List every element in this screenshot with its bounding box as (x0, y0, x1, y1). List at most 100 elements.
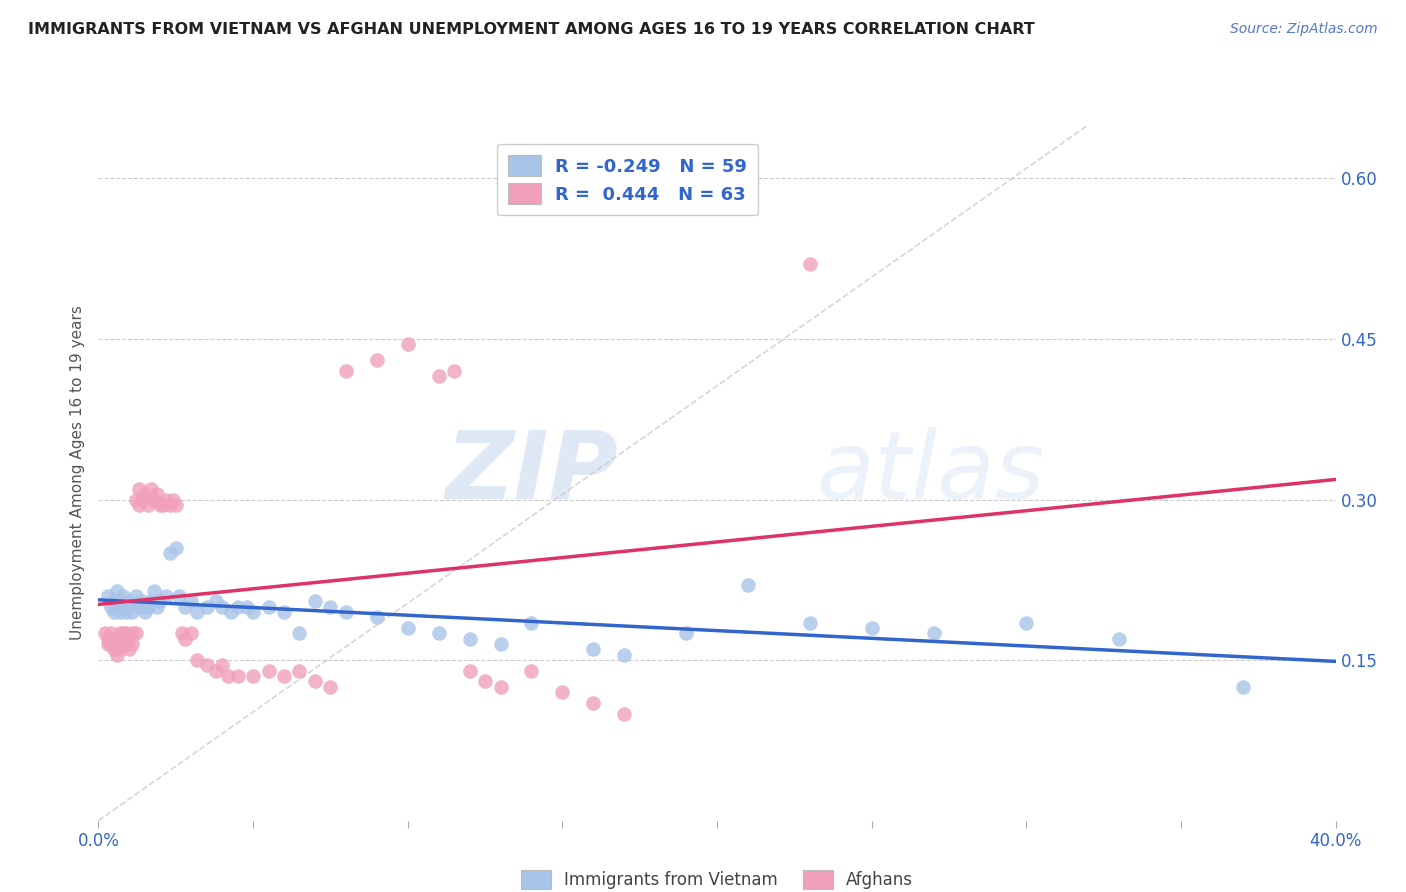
Point (146, 599, 169, 614)
Point (211, 658, 233, 673)
Point (288, 626, 311, 640)
Point (136, 599, 159, 614)
Point (112, 626, 135, 640)
Point (118, 599, 141, 614)
Point (489, 680, 512, 694)
Point (128, 599, 150, 614)
Point (319, 680, 342, 694)
Point (257, 664, 280, 678)
Point (217, 669, 239, 683)
Point (582, 696, 605, 710)
Point (115, 637, 138, 651)
Point (152, 498, 174, 512)
Point (226, 599, 249, 614)
Point (335, 364, 357, 378)
Point (97, 632, 120, 646)
Point (205, 664, 228, 678)
Point (236, 599, 259, 614)
Point (366, 353, 388, 368)
Point (366, 610, 388, 624)
Point (162, 492, 184, 507)
Point (186, 653, 208, 667)
Point (304, 594, 326, 608)
Point (195, 658, 218, 673)
Point (174, 632, 197, 646)
Point (582, 642, 605, 657)
Point (613, 648, 636, 662)
Point (112, 637, 135, 651)
Point (226, 669, 249, 683)
Point (799, 615, 821, 630)
Point (427, 626, 450, 640)
Point (174, 599, 197, 614)
Point (159, 498, 181, 512)
Point (103, 605, 125, 619)
Point (520, 615, 543, 630)
Point (257, 599, 280, 614)
Point (118, 632, 141, 646)
Point (93, 626, 115, 640)
Point (105, 637, 128, 651)
Point (97, 589, 120, 603)
Point (288, 664, 311, 678)
Point (103, 632, 125, 646)
Point (205, 594, 228, 608)
Point (146, 487, 169, 501)
Point (242, 605, 264, 619)
Point (108, 594, 131, 608)
Point (112, 589, 135, 603)
Y-axis label: Unemployment Among Ages 16 to 19 years: Unemployment Among Ages 16 to 19 years (69, 305, 84, 640)
Point (1232, 680, 1254, 694)
Point (396, 621, 419, 635)
Point (799, 257, 821, 271)
Point (613, 706, 636, 721)
Point (458, 632, 481, 646)
Point (180, 594, 202, 608)
Point (520, 664, 543, 678)
Point (737, 578, 759, 592)
Point (149, 498, 172, 512)
Point (105, 648, 128, 662)
Point (100, 626, 122, 640)
Point (860, 621, 883, 635)
Point (149, 594, 172, 608)
Point (1015, 615, 1038, 630)
Point (143, 492, 166, 507)
Point (474, 674, 496, 689)
Point (139, 482, 162, 496)
Point (97, 637, 120, 651)
Point (124, 626, 146, 640)
Point (103, 594, 125, 608)
Point (121, 626, 143, 640)
Text: ZIP: ZIP (446, 426, 619, 519)
Point (131, 492, 153, 507)
Point (551, 685, 574, 699)
Point (165, 498, 187, 512)
Point (489, 637, 512, 651)
Point (1108, 632, 1130, 646)
Point (121, 605, 143, 619)
Point (131, 594, 153, 608)
Point (427, 369, 450, 384)
Point (165, 541, 187, 555)
Point (128, 498, 150, 512)
Point (128, 482, 150, 496)
Point (134, 599, 156, 614)
Point (675, 626, 697, 640)
Point (118, 642, 141, 657)
Point (211, 599, 233, 614)
Text: IMMIGRANTS FROM VIETNAM VS AFGHAN UNEMPLOYMENT AMONG AGES 16 TO 19 YEARS CORRELA: IMMIGRANTS FROM VIETNAM VS AFGHAN UNEMPL… (28, 22, 1035, 37)
Point (108, 605, 131, 619)
Point (242, 669, 264, 683)
Point (443, 364, 465, 378)
Point (121, 637, 143, 651)
Point (143, 583, 166, 598)
Point (112, 599, 135, 614)
Point (304, 674, 326, 689)
Point (396, 337, 419, 351)
Point (108, 626, 131, 640)
Point (124, 589, 146, 603)
Point (170, 626, 193, 640)
Point (134, 487, 156, 501)
Point (100, 637, 122, 651)
